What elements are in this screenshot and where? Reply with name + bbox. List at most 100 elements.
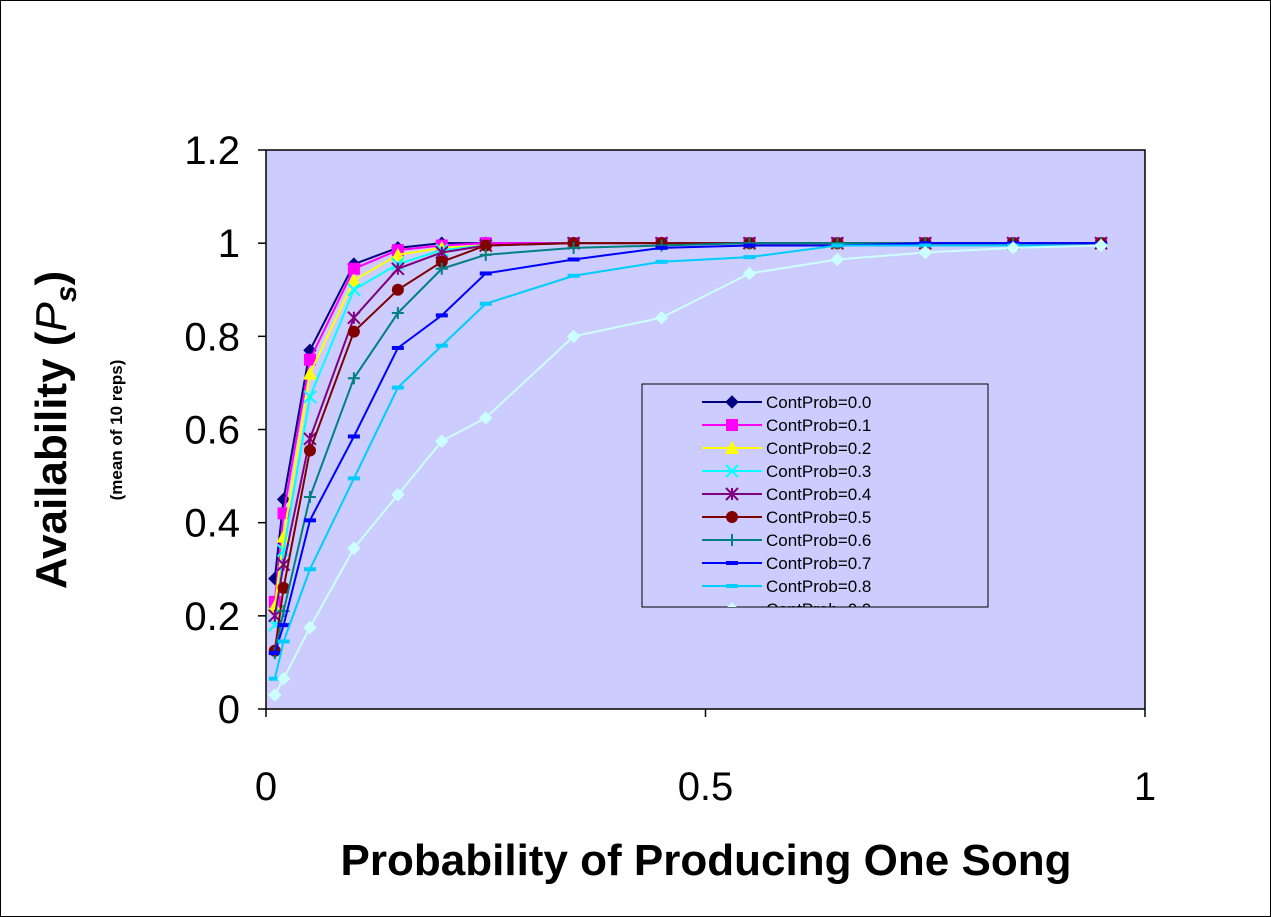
data-point	[391, 345, 404, 350]
data-point	[268, 676, 281, 681]
data-point	[391, 488, 405, 502]
data-point	[277, 507, 290, 520]
data-point	[435, 262, 448, 275]
data-point	[347, 541, 361, 555]
data-point	[303, 491, 316, 504]
legend-label: ContProb=0.6	[766, 531, 871, 550]
legend-label: ContProb=0.8	[766, 577, 871, 596]
data-point	[346, 273, 361, 287]
legend-item: ContProb=0.6	[702, 531, 871, 550]
legend-box	[641, 383, 989, 608]
legend-item: ContProb=0.7	[702, 554, 871, 573]
legend-swatch-marker	[725, 395, 739, 409]
y-axis-sublabel: (mean of 10 reps)	[107, 360, 126, 501]
y-axis-label-symbol: P	[27, 302, 76, 332]
data-point	[391, 283, 404, 296]
data-point	[347, 283, 361, 297]
data-point	[347, 434, 360, 439]
y-tick-label: 0	[218, 688, 240, 732]
data-point	[567, 257, 580, 262]
data-point	[567, 241, 580, 254]
legend-item: ContProb=0.9	[727, 600, 871, 619]
y-axis-label-group: Availability (Ps)	[27, 271, 83, 589]
data-point	[742, 266, 757, 281]
series-line	[273, 244, 1102, 696]
legend-swatch-marker	[726, 584, 738, 588]
data-point	[277, 623, 290, 628]
y-tick-label: 1	[218, 222, 240, 266]
legend-label: ContProb=0.9	[766, 600, 871, 619]
data-point	[1094, 238, 1108, 253]
data-point	[655, 259, 668, 264]
data-point	[435, 313, 448, 318]
data-point	[268, 688, 282, 702]
legend-swatch-marker	[726, 419, 738, 431]
data-point	[347, 262, 360, 275]
data-point	[830, 252, 845, 267]
y-tick-label: 0.4	[184, 502, 240, 546]
legend-item: ContProb=0.0	[702, 393, 871, 412]
legend-label: ContProb=0.7	[766, 554, 871, 573]
legend-label: ContProb=0.3	[766, 462, 871, 481]
axes: 0 0.2 0.4 0.6 0.8 1 1.2 0 0.5 1	[184, 129, 1156, 809]
legend-item: ContProb=0.2	[702, 439, 871, 458]
y-tick-label: 0.6	[184, 409, 240, 453]
data-point	[918, 245, 932, 260]
data-point	[435, 255, 448, 268]
legend-swatch-marker	[726, 561, 738, 565]
data-point	[268, 651, 281, 656]
legend-swatch-marker	[725, 464, 739, 478]
legend-swatch-marker	[727, 602, 737, 607]
x-axis-label: Probability of Producing One Song	[341, 836, 1072, 885]
y-axis-label: Availability (Ps)	[27, 271, 83, 589]
data-point	[303, 567, 316, 572]
data-point	[919, 243, 932, 248]
legend-label: ContProb=0.2	[766, 439, 871, 458]
series-line	[273, 242, 1102, 654]
y-axis-sublabel-group: (mean of 10 reps)	[107, 360, 126, 501]
data-point	[391, 307, 404, 320]
data-point	[391, 262, 405, 276]
legend: ContProb=0.0 ContProb=0.1 ContProb=0.2 Cont…	[641, 383, 989, 619]
y-axis-label-close: )	[27, 271, 76, 286]
y-tick-label: 0.2	[184, 595, 240, 639]
data-point	[347, 310, 361, 325]
x-tick-label: 1	[1134, 765, 1156, 809]
legend-item: ContProb=0.8	[702, 577, 871, 596]
data-point	[303, 353, 316, 366]
data-point	[303, 444, 316, 457]
data-point	[347, 325, 360, 338]
data-point	[1006, 241, 1020, 255]
y-axis-label-main: Availability (	[27, 331, 76, 589]
data-point	[743, 255, 756, 260]
legend-item: ContProb=0.5	[702, 508, 871, 527]
data-point	[277, 581, 290, 594]
y-tick-label: 1.2	[184, 129, 240, 173]
legend-swatch-marker	[725, 487, 739, 501]
data-point	[276, 672, 291, 686]
series-line	[273, 244, 1102, 679]
series-layer	[267, 236, 1109, 702]
data-point	[566, 329, 581, 344]
data-point	[654, 310, 669, 325]
data-point	[276, 529, 291, 543]
data-point	[303, 620, 317, 635]
data-point	[479, 239, 492, 252]
legend-label: ContProb=0.4	[766, 485, 871, 504]
data-point	[303, 518, 316, 523]
legend-item: ContProb=0.3	[702, 462, 871, 481]
data-point	[435, 434, 449, 448]
y-tick-label: 0.8	[184, 315, 240, 359]
y-axis-label-subscript: s	[50, 286, 83, 303]
legend-label: ContProb=0.5	[766, 508, 871, 527]
data-point	[435, 343, 448, 348]
legend-label: ContProb=0.0	[766, 393, 871, 412]
data-point	[831, 243, 844, 248]
data-point	[303, 390, 317, 404]
data-point	[479, 411, 493, 425]
data-point	[277, 639, 290, 644]
legend-swatch-marker	[726, 534, 738, 546]
data-point	[479, 301, 492, 306]
legend-label: ContProb=0.1	[766, 416, 871, 435]
data-point	[567, 273, 580, 278]
